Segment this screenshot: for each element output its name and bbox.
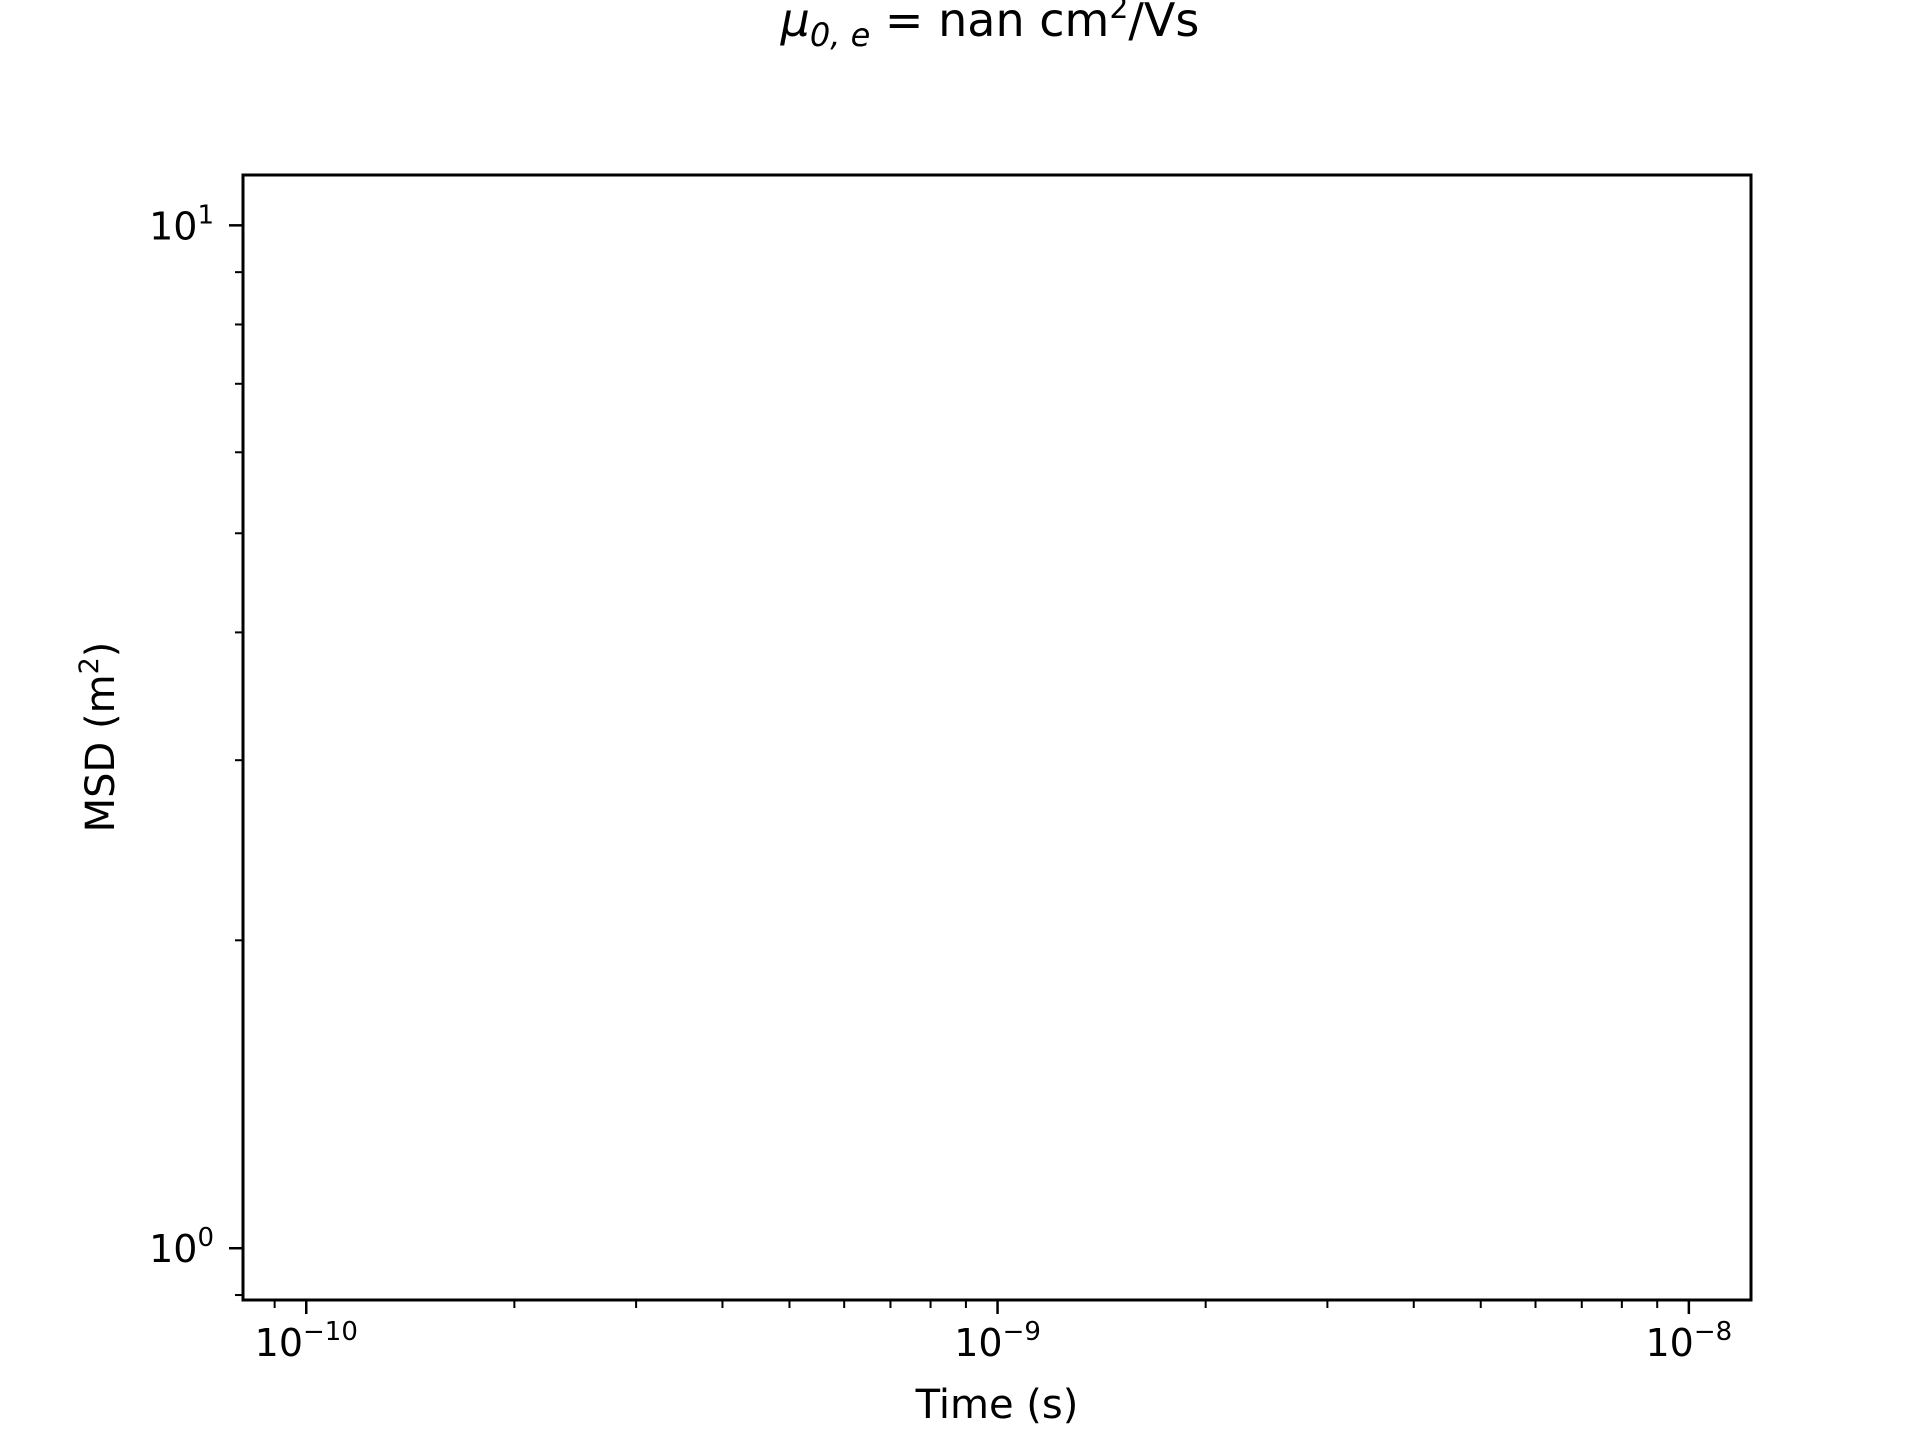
y-tick-label: 100 [149,1223,214,1271]
x-tick-label: 10−8 [1646,1317,1733,1365]
title-superscript: 2 [1109,0,1128,26]
x-tick-label: 10−9 [954,1317,1041,1365]
y-label-suffix: ) [78,642,124,658]
axes-frame [241,173,1753,1302]
title-subscript: 0, e [810,16,870,54]
title-text: = nan cm [870,0,1109,47]
y-label-superscript: 2 [74,657,105,674]
title-symbol: μ [780,0,810,47]
x-tick-label: 10−10 [255,1317,358,1365]
y-label-text: MSD (m [78,674,124,832]
y-axis-label: MSD (m2) [74,642,124,833]
title-suffix: /Vs [1128,0,1199,47]
y-axis-ticks: 100 101 [149,200,243,1297]
x-axis-ticks: 10−10 10−9 10−8 [255,1300,1733,1365]
x-axis-label: Time (s) [915,1382,1079,1428]
chart-title: μ0, e = nan cm2/Vs [780,0,1200,54]
y-tick-label: 101 [149,200,214,248]
